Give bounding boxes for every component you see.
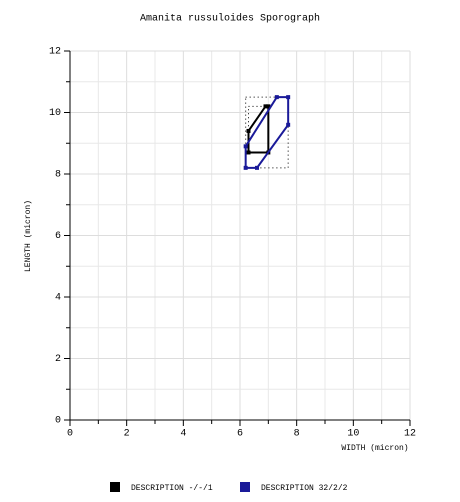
vertex-marker	[286, 95, 291, 100]
y-tick-label: 0	[55, 416, 61, 427]
vertex-marker	[246, 150, 251, 155]
legend-label: DESCRIPTION 32/2/2	[261, 484, 348, 493]
x-tick-label: 6	[237, 429, 243, 440]
range-box	[248, 105, 269, 153]
chart-title: Amanita russuloides Sporograph	[140, 13, 320, 25]
vertex-marker	[246, 128, 251, 133]
vertex-marker	[274, 95, 279, 100]
legend-swatch	[110, 482, 120, 492]
x-tick-label: 2	[124, 429, 130, 440]
y-axis-label: LENGTH (micron)	[24, 200, 33, 272]
y-tick-label: 10	[49, 108, 61, 119]
y-tick-label: 8	[55, 170, 61, 181]
y-tick-label: 4	[55, 293, 61, 304]
vertex-marker	[263, 104, 268, 109]
x-tick-label: 0	[67, 429, 73, 440]
y-tick-label: 12	[49, 47, 61, 58]
x-tick-label: 10	[347, 429, 359, 440]
outline	[247, 105, 270, 154]
vertex-marker	[243, 144, 248, 149]
vertex-marker	[255, 165, 259, 170]
x-tick-label: 8	[294, 429, 300, 440]
vertex-marker	[286, 122, 291, 127]
vertex-marker	[266, 104, 271, 109]
y-tick-label: 2	[55, 354, 61, 365]
legend-swatch	[240, 482, 250, 492]
vertex-marker	[243, 165, 248, 170]
x-tick-label: 4	[180, 429, 186, 440]
x-axis-label: WIDTH (micron)	[341, 444, 408, 453]
legend-label: DESCRIPTION -/-/1	[131, 484, 213, 493]
y-tick-label: 6	[55, 231, 61, 242]
x-tick-label: 12	[404, 429, 416, 440]
